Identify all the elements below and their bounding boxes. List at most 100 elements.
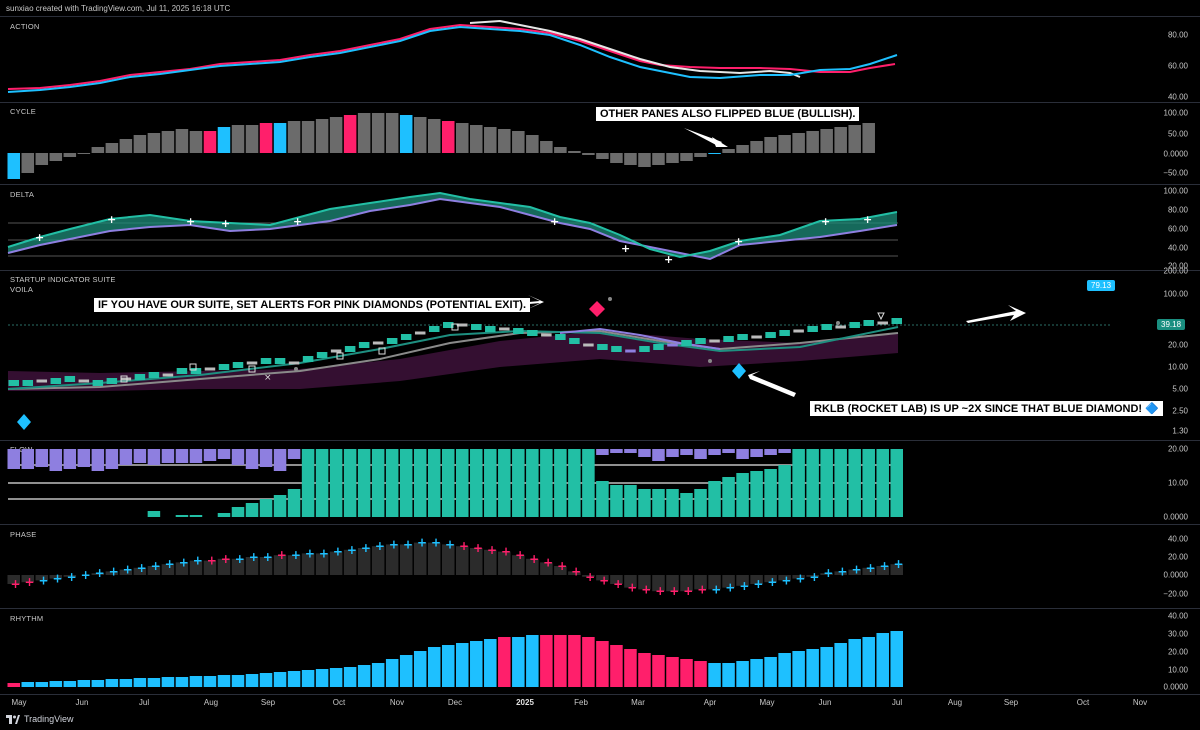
cycle-bar (399, 115, 413, 153)
phase-pane[interactable]: PHASE + + + + + + + + + + + + + + + + + + + + + + + + + + + + + + + + + +… (0, 524, 1200, 609)
rhythm-bar (764, 657, 777, 687)
phase-plot: + + + + + + + + + + + + + + + + + + + + + + + + + + + + + + + + + + + + + + + +… (7, 536, 904, 598)
flow-bar (498, 449, 511, 517)
cycle-bar (385, 113, 399, 153)
phase-bar (582, 575, 595, 577)
phase-marker: + (207, 554, 217, 568)
cycle-bar (189, 131, 203, 153)
phase-marker: + (879, 559, 889, 573)
price-candle (358, 342, 370, 348)
price-candle (751, 335, 762, 339)
cycle-bar (77, 153, 91, 154)
time-tick: Nov (389, 698, 405, 707)
flow-bar (568, 449, 581, 517)
cycle-bar (287, 121, 301, 153)
rhythm-bar (315, 669, 329, 687)
flow-bar (470, 449, 483, 517)
phase-marker: + (767, 575, 777, 589)
price-tick: 1.30 (1172, 426, 1188, 436)
rhythm-bar (610, 645, 623, 687)
price-tick: 20.00 (1167, 340, 1188, 350)
rhythm-bar (848, 639, 861, 687)
rhythm-pane[interactable]: RHYTHM 40.00 30.00 20.00 10.00 0.0000 (0, 608, 1200, 695)
cycle-bar (371, 113, 385, 153)
price-candle (148, 372, 160, 378)
phase-bar (91, 573, 105, 575)
phase-marker: + (893, 557, 903, 571)
phase-bar (231, 558, 245, 575)
phase-bar (694, 575, 707, 590)
cycle-bar (21, 153, 35, 173)
price-candle (288, 361, 300, 365)
phase-bar (21, 575, 35, 583)
delta-pane[interactable]: DELTA + + + + + + + + + + + 100.00 80.00 60.00 40.… (0, 184, 1200, 271)
flow-bar (456, 449, 469, 517)
flow-bar (848, 449, 861, 517)
tradingview-logo-icon (6, 714, 20, 724)
price-candle (344, 346, 356, 352)
blue-diamond-icon (17, 414, 31, 430)
pane-label-action: ACTION (10, 22, 40, 31)
rhythm-bar (329, 668, 343, 687)
flow-pane[interactable]: FLOW 20.00 10.00 0.0000 (0, 440, 1200, 525)
tradingview-brand[interactable]: TradingView (6, 714, 74, 724)
cycle-bar (119, 139, 133, 153)
phase-marker: + (25, 575, 35, 589)
phase-marker: + (865, 561, 875, 575)
price-candle (863, 320, 874, 326)
time-tick: Oct (1076, 698, 1090, 707)
rhythm-bar (189, 676, 203, 687)
price-candle (92, 380, 104, 386)
phase-bar (259, 557, 273, 575)
cycle-bar (133, 135, 147, 153)
phase-marker: + (823, 566, 833, 580)
rhythm-bar (694, 661, 707, 687)
price-candle (891, 318, 902, 324)
phase-marker: + (95, 566, 105, 580)
flow-bar (750, 471, 763, 517)
flow-bar (554, 449, 567, 517)
time-tick: Nov (1132, 698, 1148, 707)
phase-marker: + (179, 555, 189, 569)
flow-bar (427, 449, 441, 517)
phase-bar (245, 557, 259, 575)
phase-bar (596, 575, 609, 581)
cycle-bar (161, 131, 175, 153)
rhythm-tick: 20.00 (1167, 647, 1188, 657)
phase-marker: + (389, 537, 399, 551)
phase-bar (778, 575, 791, 581)
flow-bar (315, 449, 329, 517)
price-high-badge: 79.13 (1087, 280, 1116, 291)
pane-label-flow: FLOW (10, 445, 33, 454)
cycle-bar (512, 131, 525, 153)
rhythm-bar (666, 657, 679, 687)
phase-bar (876, 566, 889, 575)
phase-bar (357, 548, 371, 575)
price-candle (8, 380, 20, 386)
flow-bar (245, 449, 259, 469)
phase-marker: + (333, 545, 343, 559)
action-pane[interactable]: ACTION 80.00 60.00 40.00 (0, 16, 1200, 103)
cycle-bar (680, 153, 693, 161)
phase-bar (343, 549, 357, 575)
phase-marker: + (599, 573, 609, 587)
phase-marker: + (375, 539, 385, 553)
phase-marker: + (725, 581, 735, 595)
x-marker-icon: × (264, 373, 272, 383)
cycle-pane[interactable]: CYCLE OTHER PANES ALSO FLIPPED BLUE (BUL… (0, 102, 1200, 185)
rhythm-bar (778, 653, 791, 687)
cycle-bar (652, 153, 665, 165)
flow-bar (484, 449, 497, 517)
svg-text:+: + (621, 242, 630, 255)
action-plot (7, 19, 898, 93)
price-candle (78, 379, 90, 383)
time-axis[interactable]: May Jun Jul Aug Sep Oct Nov Dec 2025 Feb… (0, 694, 1200, 711)
blue-diamond-icon (732, 363, 746, 379)
cycle-bar (259, 123, 273, 153)
flow-bar (217, 449, 231, 459)
action-pink-line (7, 23, 896, 90)
price-pane[interactable]: STARTUP INDICATOR SUITE VOILA × IF YOU H… (0, 267, 1200, 441)
svg-text:+: + (664, 253, 673, 266)
phase-bar (147, 566, 161, 575)
delta-tick: 20.00 (1167, 261, 1188, 271)
